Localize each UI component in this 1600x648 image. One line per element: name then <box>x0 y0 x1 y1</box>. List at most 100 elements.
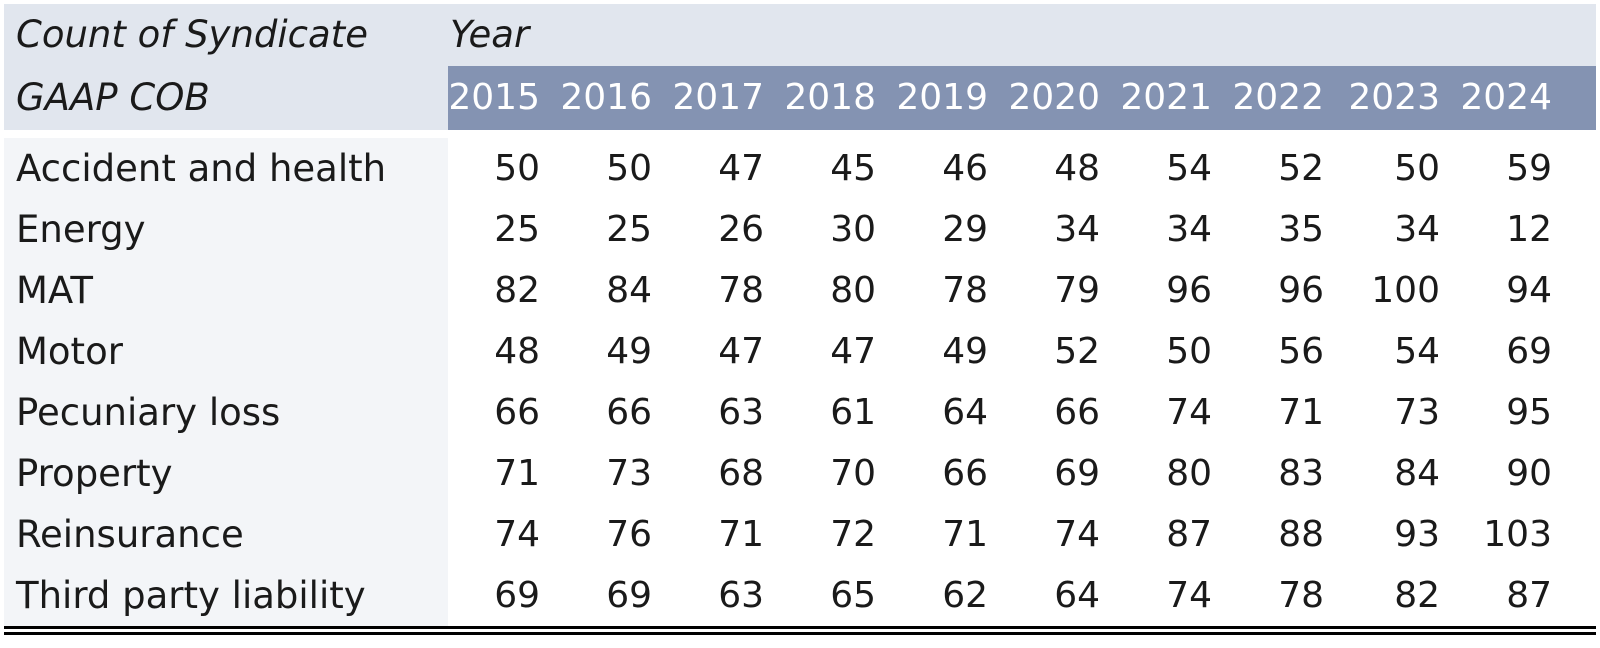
table-cell: 61 <box>830 392 876 433</box>
table-cell: 49 <box>942 331 988 372</box>
table-cell: 65 <box>830 575 876 616</box>
table-cell: 12 <box>1506 209 1552 250</box>
table-cell: 87 <box>1166 514 1212 555</box>
table-cell: 84 <box>606 270 652 311</box>
table-cell: 45 <box>830 148 876 189</box>
table-cell: 48 <box>494 331 540 372</box>
table-cell: 96 <box>1278 270 1324 311</box>
table-cell: 88 <box>1278 514 1324 555</box>
table-cell: 78 <box>718 270 764 311</box>
row-label-column <box>4 138 448 626</box>
table-cell: 47 <box>718 331 764 372</box>
table-cell: 71 <box>1278 392 1324 433</box>
table-cell: 68 <box>718 453 764 494</box>
row-label: Energy <box>16 208 146 251</box>
table-cell: 69 <box>494 575 540 616</box>
header-band <box>4 4 1596 66</box>
row-label: Reinsurance <box>16 513 244 556</box>
header-separator <box>4 130 1596 138</box>
table-cell: 80 <box>830 270 876 311</box>
table-cell: 34 <box>1054 209 1100 250</box>
table-cell: 52 <box>1278 148 1324 189</box>
table-cell: 69 <box>606 575 652 616</box>
year-header-2015: 2015 <box>448 77 540 118</box>
table-cell: 59 <box>1506 148 1552 189</box>
year-header-2017: 2017 <box>672 77 764 118</box>
table-cell: 83 <box>1278 453 1324 494</box>
year-header-2023: 2023 <box>1348 77 1440 118</box>
table-cell: 78 <box>942 270 988 311</box>
table-cell: 79 <box>1054 270 1100 311</box>
row-label: Property <box>16 452 173 495</box>
table-cell: 66 <box>606 392 652 433</box>
table-cell: 25 <box>606 209 652 250</box>
row-label: Motor <box>16 330 123 373</box>
table-cell: 66 <box>1054 392 1100 433</box>
table-cell: 82 <box>1394 575 1440 616</box>
table-cell: 69 <box>1506 331 1552 372</box>
row-label: Third party liability <box>16 574 366 617</box>
table-cell: 100 <box>1371 270 1440 311</box>
table-cell: 63 <box>718 575 764 616</box>
row-field-header: GAAP COB <box>16 76 210 119</box>
table-cell: 66 <box>494 392 540 433</box>
year-header-2019: 2019 <box>896 77 988 118</box>
row-label: Pecuniary loss <box>16 391 281 434</box>
year-header-2024: 2024 <box>1460 77 1552 118</box>
table-cell: 78 <box>1278 575 1324 616</box>
table-cell: 71 <box>494 453 540 494</box>
table-cell: 71 <box>718 514 764 555</box>
table-cell: 47 <box>718 148 764 189</box>
table-cell: 25 <box>494 209 540 250</box>
table-cell: 50 <box>494 148 540 189</box>
table-cell: 76 <box>606 514 652 555</box>
table-cell: 80 <box>1166 453 1212 494</box>
year-header-2016: 2016 <box>560 77 652 118</box>
table-cell: 71 <box>942 514 988 555</box>
table-cell: 74 <box>494 514 540 555</box>
table-cell: 70 <box>830 453 876 494</box>
table-cell: 72 <box>830 514 876 555</box>
year-header-band <box>448 66 1596 130</box>
table-cell: 34 <box>1394 209 1440 250</box>
table-cell: 74 <box>1166 575 1212 616</box>
table-cell: 64 <box>942 392 988 433</box>
table-cell: 26 <box>718 209 764 250</box>
table-cell: 48 <box>1054 148 1100 189</box>
table-cell: 50 <box>606 148 652 189</box>
table-cell: 30 <box>830 209 876 250</box>
table-cell: 95 <box>1506 392 1552 433</box>
column-field-header: Year <box>450 13 530 56</box>
table-cell: 46 <box>942 148 988 189</box>
year-header-2020: 2020 <box>1008 77 1100 118</box>
table-cell: 64 <box>1054 575 1100 616</box>
table-cell: 54 <box>1394 331 1440 372</box>
table-cell: 73 <box>1394 392 1440 433</box>
table-cell: 84 <box>1394 453 1440 494</box>
row-label: MAT <box>16 269 93 312</box>
table-cell: 35 <box>1278 209 1324 250</box>
bottom-double-rule <box>4 632 1596 635</box>
table-cell: 56 <box>1278 331 1324 372</box>
table-cell: 63 <box>718 392 764 433</box>
table-cell: 74 <box>1054 514 1100 555</box>
table-cell: 96 <box>1166 270 1212 311</box>
table-cell: 29 <box>942 209 988 250</box>
table-cell: 94 <box>1506 270 1552 311</box>
value-field-header: Count of Syndicate <box>16 13 368 56</box>
table-cell: 82 <box>494 270 540 311</box>
table-cell: 50 <box>1394 148 1440 189</box>
table-cell: 34 <box>1166 209 1212 250</box>
table-cell: 103 <box>1483 514 1552 555</box>
year-header-2021: 2021 <box>1120 77 1212 118</box>
row-header-band <box>4 66 448 130</box>
table-cell: 93 <box>1394 514 1440 555</box>
table-cell: 47 <box>830 331 876 372</box>
table-cell: 74 <box>1166 392 1212 433</box>
table-cell: 90 <box>1506 453 1552 494</box>
table-cell: 49 <box>606 331 652 372</box>
year-header-2022: 2022 <box>1232 77 1324 118</box>
row-label: Accident and health <box>16 147 387 190</box>
year-header-2018: 2018 <box>784 77 876 118</box>
table-cell: 73 <box>606 453 652 494</box>
